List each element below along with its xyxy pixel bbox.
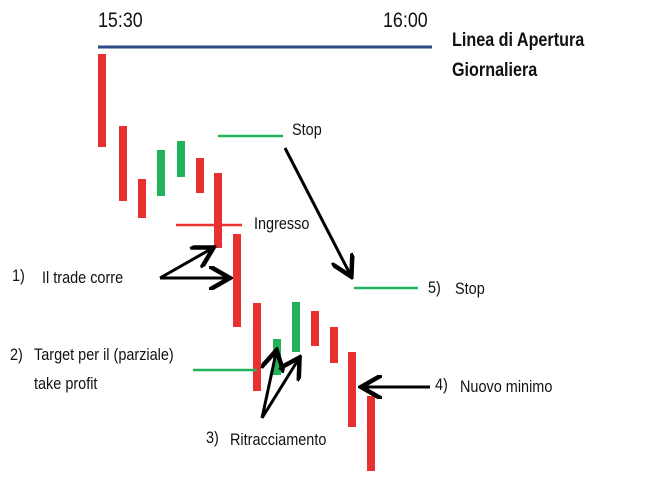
stop2-label: Stop	[455, 279, 485, 298]
stop2-num: 5)	[428, 278, 441, 297]
bear-candle	[311, 311, 319, 346]
target-label-1: Target per il (parziale)	[34, 345, 174, 364]
entry-label: Ingresso	[254, 214, 310, 233]
retrace-arrow-1	[262, 353, 276, 419]
retrace-label: Ritracciamento	[230, 430, 327, 449]
bear-candle	[348, 352, 356, 427]
bull-candle	[292, 302, 300, 352]
start-time: 15:30	[98, 9, 143, 32]
new-low-label: Nuovo minimo	[460, 377, 553, 396]
stop-label: Stop	[292, 120, 322, 139]
target-num: 2)	[10, 345, 23, 364]
end-time: 16:00	[383, 9, 428, 32]
target-label-2: take profit	[34, 374, 98, 393]
open-line-label-2: Giornaliera	[452, 60, 538, 81]
bear-candle	[214, 173, 222, 248]
retrace-num: 3)	[206, 428, 219, 447]
new-low-num: 4)	[435, 375, 448, 394]
bear-candle	[367, 396, 375, 471]
trade-runs-num: 1)	[12, 266, 25, 285]
trade-runs-arrow-1	[159, 249, 211, 280]
bear-candle	[98, 54, 106, 147]
bear-candle	[119, 126, 127, 201]
open-line-label-1: Linea di Apertura	[452, 30, 585, 51]
bull-candle	[157, 150, 165, 196]
bear-candle	[330, 327, 338, 363]
bear-candle	[138, 179, 146, 218]
stop-move-arrow	[283, 147, 350, 274]
trade-runs-label: Il trade corre	[42, 268, 124, 287]
retrace-arrow-2	[260, 360, 298, 419]
bull-candle	[177, 141, 185, 177]
bear-candle	[233, 234, 241, 327]
bear-candle	[196, 158, 204, 193]
bear-candle	[253, 303, 261, 391]
